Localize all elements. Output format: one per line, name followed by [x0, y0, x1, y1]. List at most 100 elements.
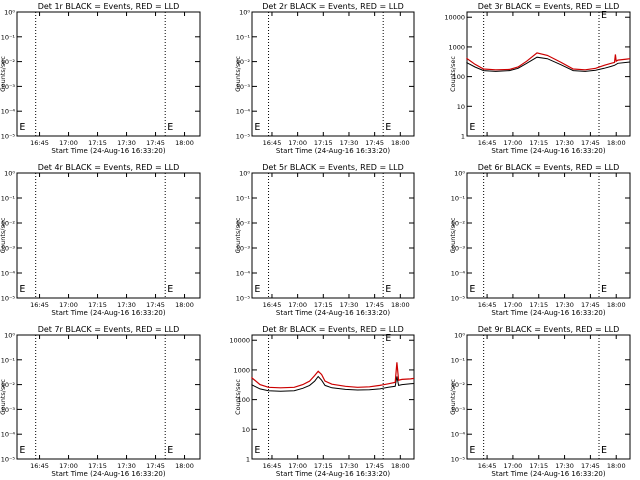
x-tick-label: 18:00 — [607, 139, 626, 147]
panel-title: Det 9r BLACK = Events, RED = LLD — [478, 325, 620, 334]
y-axis-label: Counts/sec — [234, 217, 242, 253]
y-tick-label: 10⁰ — [239, 9, 250, 17]
x-tick-label: 16:45 — [263, 462, 282, 470]
event-marker: E — [167, 284, 173, 295]
x-tick-label: 18:00 — [391, 462, 410, 470]
y-tick-label: 10⁻¹ — [451, 195, 466, 203]
x-axis-label: Start Time (24-Aug-16 16:33:20) — [491, 470, 605, 478]
x-tick-label: 17:45 — [581, 462, 600, 470]
x-tick-label: 17:30 — [555, 301, 574, 309]
y-tick-label: 10⁻² — [236, 220, 251, 228]
panel-title: Det 4r BLACK = Events, RED = LLD — [38, 163, 180, 172]
detector-panel-3: Det 3r BLACK = Events, RED = LLD 16:45 17:… — [444, 2, 631, 155]
y-tick-label: 10⁻⁵ — [1, 456, 16, 464]
event-marker: E — [385, 333, 391, 344]
y-tick-label: 10⁻² — [1, 381, 16, 389]
x-tick-label: 17:00 — [504, 301, 523, 309]
y-axis-label: Counts/sec — [234, 379, 242, 415]
detector-panel-7: Det 7r BLACK = Events, RED = LLD 16:45 17:… — [0, 325, 201, 478]
x-tick-label: 17:30 — [117, 301, 136, 309]
x-tick-label: 16:45 — [30, 462, 49, 470]
y-tick-label: 1000 — [448, 43, 465, 51]
y-axis-label: Counts/sec — [0, 217, 7, 253]
x-tick-label: 17:30 — [340, 462, 359, 470]
event-marker: E — [469, 445, 475, 456]
events-series-line — [251, 375, 415, 392]
event-marker: E — [19, 445, 25, 456]
y-tick-label: 10⁻⁴ — [236, 108, 251, 116]
x-axis-label: Start Time (24-Aug-16 16:33:20) — [276, 309, 390, 317]
x-tick-label: 17:00 — [59, 462, 78, 470]
x-tick-label: 16:45 — [30, 139, 49, 147]
panel-title: Det 3r BLACK = Events, RED = LLD — [478, 2, 620, 11]
x-tick-label: 17:00 — [59, 139, 78, 147]
x-tick-label: 18:00 — [175, 139, 194, 147]
plot-frame — [16, 11, 201, 137]
plot-frame — [466, 172, 631, 299]
x-tick-label: 16:45 — [478, 301, 497, 309]
x-tick-label: 17:45 — [365, 139, 384, 147]
x-tick-label: 17:45 — [365, 462, 384, 470]
detector-panel-9: Det 9r BLACK = Events, RED = LLD 16:45 17:… — [449, 325, 631, 478]
detector-panel-8: Det 8r BLACK = Events, RED = LLD 16:45 17:… — [229, 325, 415, 478]
y-tick-label: 10⁻¹ — [1, 356, 16, 364]
x-tick-label: 18:00 — [175, 462, 194, 470]
y-tick-label: 10⁻⁴ — [1, 270, 16, 278]
x-tick-label: 17:00 — [288, 301, 307, 309]
x-tick-label: 17:45 — [146, 462, 165, 470]
y-tick-label: 10⁻⁴ — [1, 108, 16, 116]
x-tick-label: 17:00 — [59, 301, 78, 309]
x-tick-label: 17:15 — [88, 139, 107, 147]
x-tick-label: 17:00 — [288, 462, 307, 470]
x-tick-label: 18:00 — [607, 301, 626, 309]
y-tick-label: 10⁻³ — [451, 406, 466, 414]
y-tick-label: 10⁻² — [236, 58, 251, 66]
x-tick-label: 17:30 — [555, 139, 574, 147]
y-tick-label: 10⁻⁵ — [236, 133, 251, 141]
x-tick-label: 17:00 — [288, 139, 307, 147]
x-tick-label: 17:15 — [529, 462, 548, 470]
lld-series-line — [251, 362, 415, 389]
x-tick-label: 17:45 — [581, 301, 600, 309]
event-marker: E — [601, 284, 607, 295]
y-tick-label: 10⁰ — [454, 332, 465, 340]
y-tick-label: 1 — [461, 133, 465, 141]
y-tick-label: 10000 — [444, 14, 465, 22]
detector-panel-4: Det 4r BLACK = Events, RED = LLD 16:45 17:… — [0, 163, 201, 317]
x-tick-label: 17:00 — [504, 462, 523, 470]
y-tick-label: 10⁻³ — [1, 406, 16, 414]
event-marker: E — [385, 284, 391, 295]
x-tick-label: 16:45 — [263, 139, 282, 147]
plot-frame — [251, 334, 415, 460]
event-marker: E — [19, 284, 25, 295]
y-tick-label: 10⁻⁵ — [1, 295, 16, 303]
event-marker: E — [385, 122, 391, 133]
x-tick-label: 16:45 — [263, 301, 282, 309]
y-tick-label: 10⁻⁴ — [1, 431, 16, 439]
y-tick-label: 10⁻² — [451, 220, 466, 228]
x-tick-label: 17:30 — [117, 139, 136, 147]
y-axis-label: Counts/sec — [0, 379, 7, 415]
detector-panel-2: Det 2r BLACK = Events, RED = LLD 16:45 17:… — [234, 2, 415, 155]
x-tick-label: 17:30 — [117, 462, 136, 470]
y-tick-label: 10⁻¹ — [1, 33, 16, 41]
y-tick-label: 10⁻⁵ — [451, 295, 466, 303]
event-marker: E — [254, 284, 260, 295]
panel-title: Det 7r BLACK = Events, RED = LLD — [38, 325, 180, 334]
plot-frame — [251, 11, 415, 137]
y-tick-label: 10⁻⁵ — [236, 295, 251, 303]
events-series-line — [466, 56, 631, 72]
y-tick-label: 100 — [238, 396, 250, 404]
event-marker: E — [167, 122, 173, 133]
plot-frame — [251, 172, 415, 299]
x-tick-label: 17:15 — [314, 139, 333, 147]
x-tick-label: 17:30 — [340, 139, 359, 147]
y-tick-label: 1 — [246, 456, 250, 464]
x-tick-label: 17:45 — [146, 301, 165, 309]
x-tick-label: 17:30 — [555, 462, 574, 470]
plot-frame — [466, 334, 631, 460]
event-marker: E — [167, 445, 173, 456]
y-tick-label: 10⁻² — [1, 220, 16, 228]
lld-series-line — [466, 52, 631, 71]
x-axis-label: Start Time (24-Aug-16 16:33:20) — [51, 470, 165, 478]
